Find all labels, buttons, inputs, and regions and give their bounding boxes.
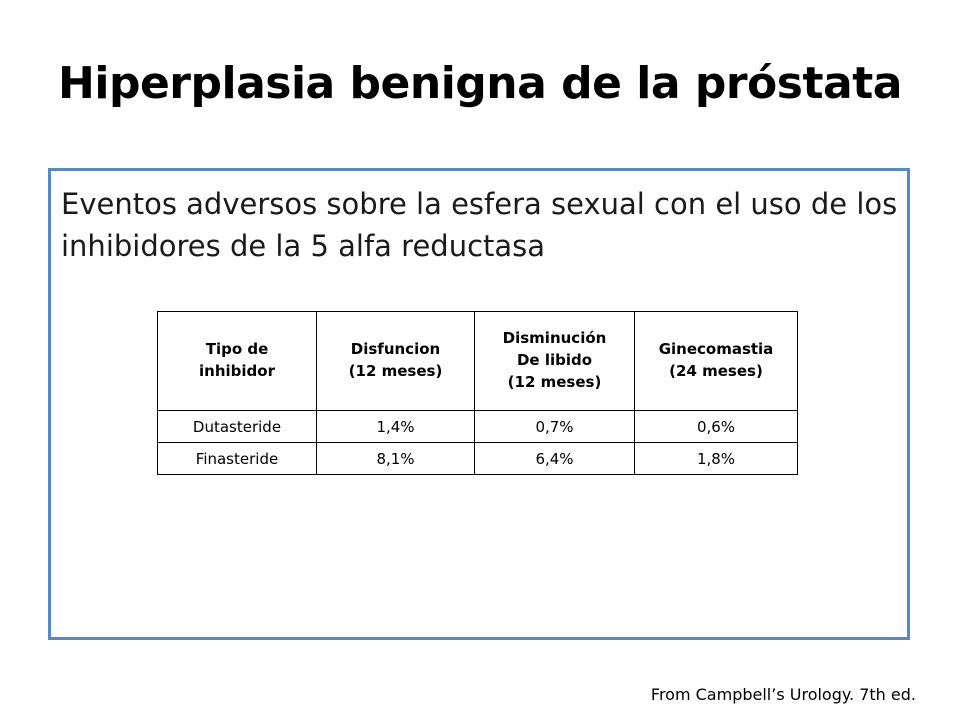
- header-gynecomastia: Ginecomastia (24 meses): [634, 311, 798, 411]
- table-row: Dutasteride 1,4% 0,7% 0,6%: [157, 410, 798, 443]
- header-line: inhibidor: [199, 362, 275, 380]
- table-cell-gynecomastia: 0,6%: [634, 410, 798, 443]
- header-libido-decrease: Disminución De libido (12 meses): [474, 311, 635, 411]
- subtitle: Eventos adversos sobre la esfera sexual …: [61, 187, 898, 264]
- content-box: Eventos adversos sobre la esfera sexual …: [48, 168, 910, 640]
- header-line: Disminución: [502, 329, 607, 348]
- header-line: De libido: [516, 351, 593, 370]
- adverse-events-table: Tipo de inhibidor Disfuncion (12 meses) …: [157, 311, 798, 475]
- slide-title: Hiperplasia benigna de la próstata: [58, 58, 902, 109]
- table-cell-gynecomastia: 1,8%: [634, 442, 798, 475]
- table-cell-dysfunction: 1,4%: [316, 410, 475, 443]
- table-cell-libido: 6,4%: [474, 442, 635, 475]
- header-line: (12 meses): [348, 362, 443, 380]
- header-line: Disfuncion: [350, 340, 441, 359]
- header-line: (12 meses): [507, 372, 602, 391]
- table-header-row: Tipo de inhibidor Disfuncion (12 meses) …: [157, 311, 798, 411]
- table-cell-drug: Finasteride: [157, 442, 317, 475]
- header-line: Ginecomastia: [658, 340, 774, 359]
- header-line: (24 meses): [669, 362, 763, 380]
- table-cell-drug: Dutasteride: [157, 410, 317, 443]
- table-cell-dysfunction: 8,1%: [316, 442, 475, 475]
- table-row: Finasteride 8,1% 6,4% 1,8%: [157, 442, 798, 475]
- header-line: Tipo de: [205, 340, 269, 359]
- source-note: From Campbell’s Urology. 7th ed.: [650, 685, 916, 704]
- header-inhibitor-type: Tipo de inhibidor: [157, 311, 317, 411]
- table-cell-libido: 0,7%: [474, 410, 635, 443]
- header-dysfunction: Disfuncion (12 meses): [316, 311, 475, 411]
